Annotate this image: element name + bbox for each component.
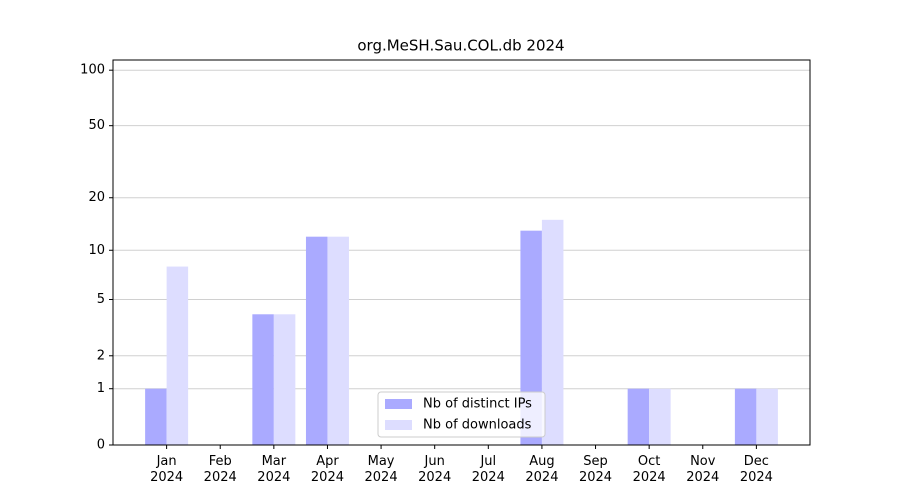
y-tick-label: 0: [97, 438, 105, 453]
bar: [734, 388, 757, 445]
plot-frame: [112, 59, 811, 446]
bar: [273, 314, 296, 445]
legend-label: Nb of distinct IPs: [423, 397, 532, 412]
bar: [627, 388, 650, 445]
x-tick-label: Jun 2024: [418, 454, 451, 485]
x-tick-label: Oct 2024: [633, 454, 666, 485]
bar: [649, 388, 671, 445]
bar: [166, 266, 189, 445]
legend-swatch: [385, 420, 412, 430]
y-tick-label: 1: [97, 381, 105, 396]
bar: [327, 236, 349, 445]
x-tick-label: Aug 2024: [525, 454, 558, 485]
x-tick-label: Apr 2024: [311, 454, 344, 485]
legend-swatch: [385, 399, 412, 409]
bar: [520, 230, 542, 445]
x-tick-label: Mar 2024: [257, 454, 290, 485]
y-tick-label: 100: [80, 63, 105, 78]
y-tick-label: 5: [97, 292, 105, 307]
x-tick-label: Jul 2024: [472, 454, 505, 485]
chart-title: org.MeSH.Sau.COL.db 2024: [357, 37, 564, 55]
x-tick-label: Sep 2024: [579, 454, 612, 485]
y-tick-label: 2: [97, 348, 105, 363]
x-tick-label: Nov 2024: [686, 454, 719, 485]
y-tick-label: 50: [88, 118, 105, 133]
legend-box: [377, 391, 546, 438]
x-tick-label: Dec 2024: [740, 454, 773, 485]
y-tick-label: 20: [88, 190, 105, 205]
bar: [541, 219, 564, 445]
bar: [756, 388, 778, 445]
bar: [252, 314, 274, 445]
x-tick-label: Jan 2024: [150, 454, 183, 485]
bar: [145, 388, 167, 445]
bar: [305, 236, 328, 445]
x-tick-label: May 2024: [365, 454, 398, 485]
y-tick-label: 10: [88, 243, 105, 258]
x-tick-label: Feb 2024: [204, 454, 237, 485]
legend-label: Nb of downloads: [423, 418, 532, 433]
